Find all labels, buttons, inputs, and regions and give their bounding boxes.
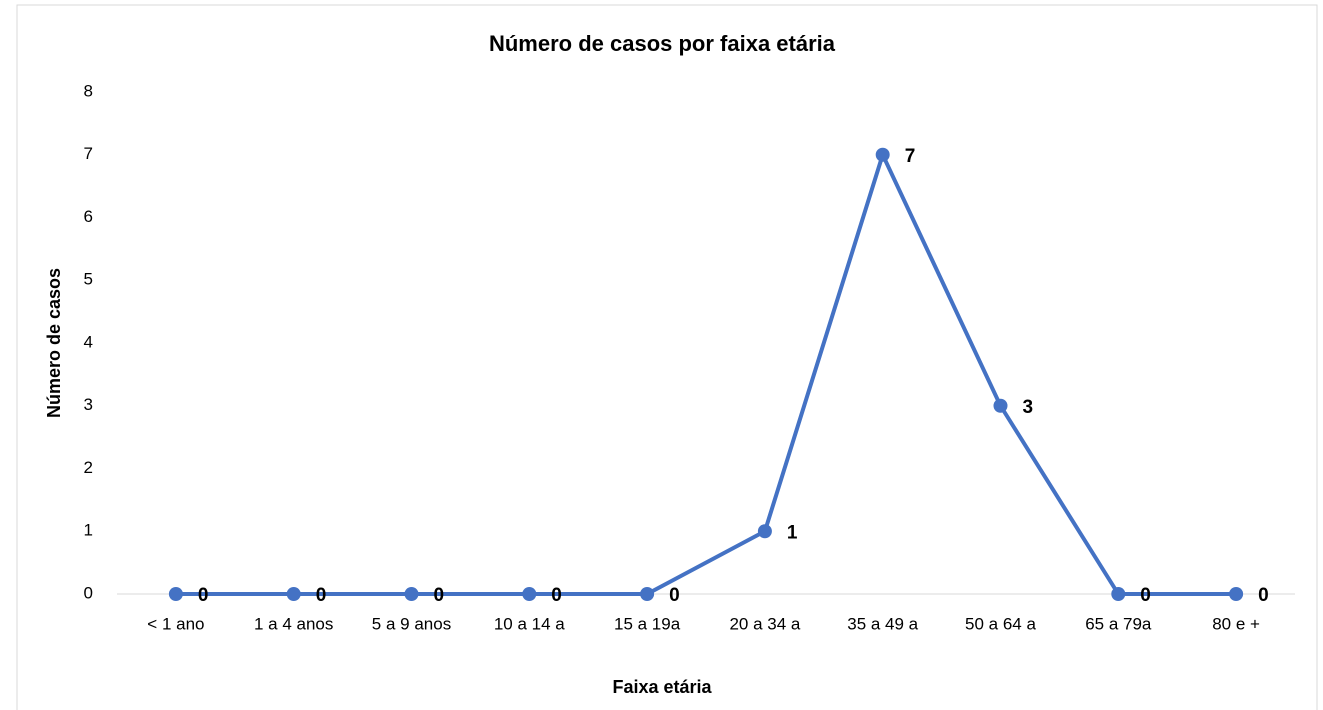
y-tick-label: 6 (84, 207, 93, 226)
data-label: 3 (1023, 397, 1034, 418)
data-label: 0 (1258, 585, 1269, 606)
y-tick-label: 0 (84, 583, 93, 602)
x-tick-label: 80 e + (1212, 614, 1260, 633)
x-tick-label: 50 a 64 a (965, 614, 1036, 633)
marker (1111, 587, 1126, 601)
x-tick-label: 10 a 14 a (494, 614, 565, 633)
data-label: 7 (905, 146, 916, 167)
x-tick-label: 15 a 19a (614, 614, 681, 633)
x-axis-title: Faixa etária (612, 677, 712, 697)
x-tick-label: 65 a 79a (1085, 614, 1152, 633)
data-label: 0 (434, 585, 445, 606)
marker (404, 587, 419, 601)
y-tick-label: 1 (84, 521, 93, 540)
marker (168, 587, 183, 601)
data-label: 0 (1140, 585, 1151, 606)
x-tick-label: 5 a 9 anos (372, 614, 451, 633)
y-axis-title: Número de casos (44, 268, 64, 418)
data-label: 0 (198, 585, 209, 606)
marker (757, 524, 772, 539)
marker (522, 587, 537, 601)
data-label: 0 (316, 585, 327, 606)
marker (1229, 587, 1244, 601)
marker (993, 398, 1008, 413)
data-label: 0 (669, 585, 680, 606)
marker (640, 587, 655, 601)
chart-frame (16, 4, 1318, 710)
y-tick-label: 2 (84, 458, 93, 477)
x-tick-label: 1 a 4 anos (254, 614, 333, 633)
y-tick-label: 7 (84, 144, 93, 163)
marker (875, 147, 890, 162)
y-tick-label: 3 (84, 395, 93, 414)
x-tick-label: < 1 ano (147, 614, 204, 633)
line (175, 152, 1237, 596)
x-tick-label: 20 a 34 a (729, 614, 800, 633)
y-tick-label: 4 (84, 332, 93, 351)
y-tick-label: 5 (84, 270, 93, 289)
x-tick-label: 35 a 49 a (847, 614, 918, 633)
y-tick-label: 8 (84, 81, 93, 100)
data-label: 1 (787, 522, 798, 543)
data-label: 0 (551, 585, 562, 606)
chart-title: Número de casos por faixa etária (489, 31, 836, 56)
marker (286, 587, 301, 601)
